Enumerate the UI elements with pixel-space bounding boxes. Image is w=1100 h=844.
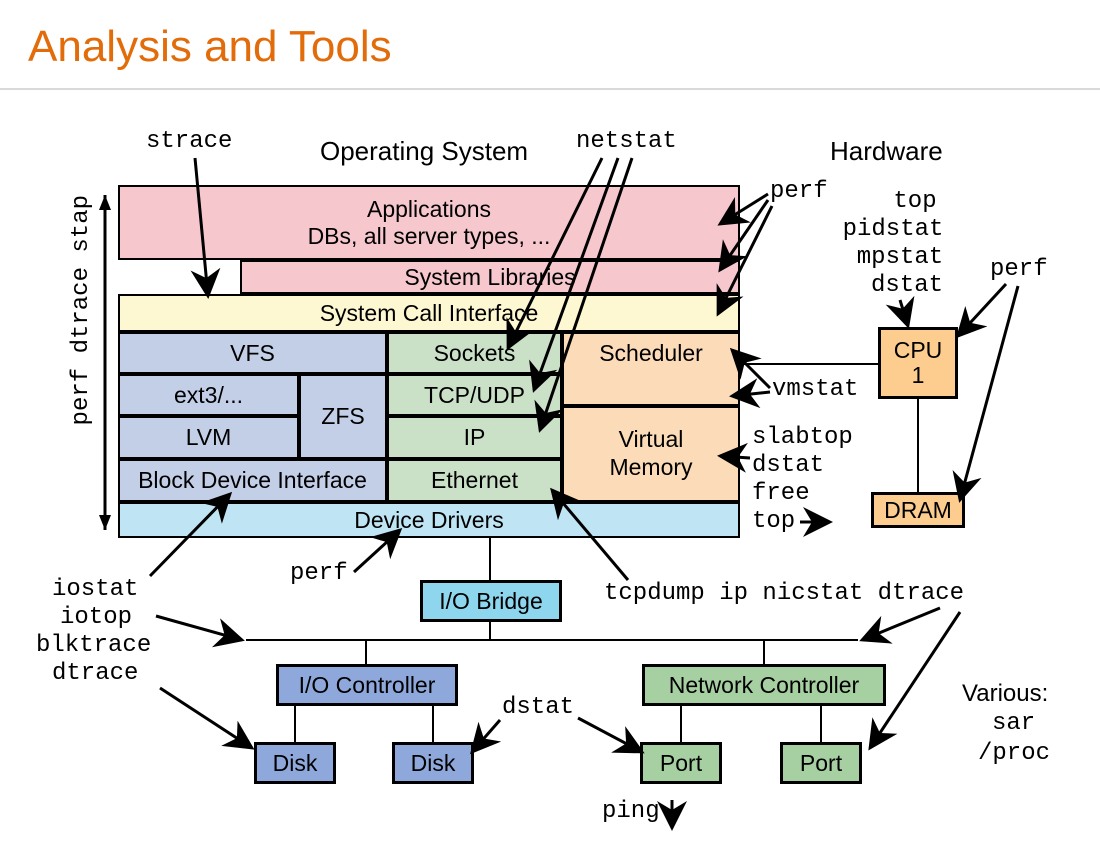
cpu-label-2: 1 <box>912 363 925 388</box>
io-dtrace-label: dtrace <box>52 660 138 687</box>
iostat-label: iostat <box>52 576 138 603</box>
scheduler-box: Scheduler <box>562 332 740 406</box>
apps-label-2: DBs, all server types, ... <box>308 223 551 249</box>
tcpdump-line-label: tcpdump ip nicstat dtrace <box>604 580 964 607</box>
ping-label: ping <box>602 798 660 825</box>
sar-label: sar <box>992 710 1035 737</box>
blktrace-label: blktrace <box>36 632 151 659</box>
zfs-box: ZFS <box>299 374 387 459</box>
applications-box: Applications DBs, all server types, ... <box>118 185 740 260</box>
system-libraries-box: System Libraries <box>240 260 740 294</box>
vfs-box: VFS <box>118 332 387 374</box>
os-header: Operating System <box>320 136 528 167</box>
device-drivers-box: Device Drivers <box>118 502 740 538</box>
perf-right-label: perf <box>990 256 1048 283</box>
lvm-box: LVM <box>118 416 299 459</box>
cpu-box: CPU 1 <box>878 327 958 399</box>
disk1-box: Disk <box>254 742 336 784</box>
strace-label: strace <box>146 128 232 155</box>
port1-box: Port <box>640 742 722 784</box>
bdi-box: Block Device Interface <box>118 459 387 502</box>
io-bridge-box: I/O Bridge <box>420 580 562 622</box>
system-call-interface-box: System Call Interface <box>118 294 740 332</box>
port2-box: Port <box>780 742 862 784</box>
topgroup-2-label: pidstat <box>838 216 948 243</box>
slabtop-label: slabtop <box>752 424 853 451</box>
mem-dstat-label: dstat <box>752 452 824 479</box>
netstat-label: netstat <box>576 128 677 155</box>
perf-top-label: perf <box>770 178 828 205</box>
topgroup-4-label: dstat <box>852 272 962 299</box>
tcpudp-box: TCP/UDP <box>387 374 562 416</box>
various-label: Various: <box>962 680 1048 708</box>
dstat-label: dstat <box>502 694 574 721</box>
ext3-box: ext3/... <box>118 374 299 416</box>
vmem-label-1: Virtual <box>619 426 684 454</box>
iotop-label: iotop <box>60 604 132 631</box>
title-divider <box>0 88 1100 90</box>
side-tools-label: perf dtrace stap <box>68 195 95 425</box>
hw-header: Hardware <box>830 136 943 167</box>
ethernet-box: Ethernet <box>387 459 562 502</box>
apps-label-1: Applications <box>367 196 491 222</box>
topgroup-3-label: mpstat <box>845 244 955 271</box>
disk2-box: Disk <box>392 742 474 784</box>
network-controller-box: Network Controller <box>642 664 886 706</box>
page-title: Analysis and Tools <box>28 22 392 72</box>
perf-bottom-label: perf <box>290 560 348 587</box>
dram-box: DRAM <box>871 492 965 528</box>
vmstat-label: vmstat <box>772 376 858 403</box>
free-label: free <box>752 480 810 507</box>
virtual-memory-box: Virtual Memory <box>562 406 740 502</box>
cpu-label-1: CPU <box>894 338 943 363</box>
io-controller-box: I/O Controller <box>276 664 458 706</box>
topgroup-1-label: top <box>860 188 970 215</box>
proc-label: /proc <box>978 740 1050 767</box>
sockets-box: Sockets <box>387 332 562 374</box>
vmem-label-2: Memory <box>609 454 692 482</box>
ip-box: IP <box>387 416 562 459</box>
mem-top-label: top <box>752 508 795 535</box>
